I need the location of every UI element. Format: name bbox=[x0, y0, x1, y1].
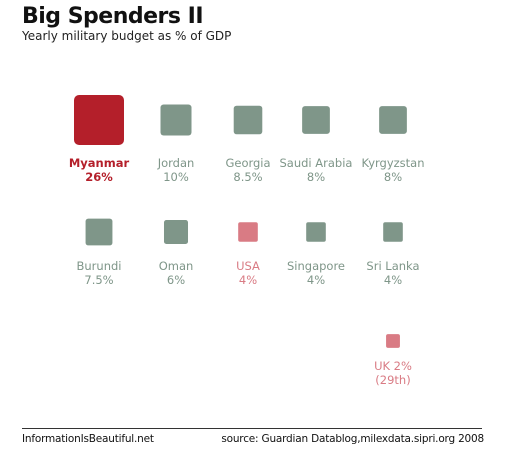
square-usa bbox=[238, 222, 258, 242]
square-singapore bbox=[306, 222, 326, 242]
chart-subtitle: Yearly military budget as % of GDP bbox=[22, 29, 232, 43]
footer-divider bbox=[22, 428, 482, 429]
label-name-saudi-arabia: Saudi Arabia bbox=[280, 156, 353, 170]
label-name-usa: USA bbox=[236, 259, 260, 273]
label-name-kyrgyzstan: Kyrgyzstan bbox=[361, 156, 424, 170]
label-value-usa: 4% bbox=[239, 273, 257, 287]
square-oman bbox=[163, 219, 189, 245]
label-name-uk-2: UK 2% bbox=[374, 359, 412, 373]
label-name-georgia: Georgia bbox=[225, 156, 270, 170]
square-sri-lanka bbox=[383, 222, 403, 242]
label-name-burundi: Burundi bbox=[77, 259, 122, 273]
label-value-georgia: 8.5% bbox=[233, 170, 262, 184]
label-value-oman: 6% bbox=[167, 273, 185, 287]
chart-title: Big Spenders II bbox=[22, 4, 204, 29]
square-saudi-arabia bbox=[302, 106, 330, 134]
label-value-myanmar: 26% bbox=[85, 170, 113, 184]
square-uk-2 bbox=[386, 334, 400, 348]
label-name-oman: Oman bbox=[159, 259, 194, 273]
label-value-singapore: 4% bbox=[307, 273, 325, 287]
label-value-saudi-arabia: 8% bbox=[307, 170, 325, 184]
footer-source: source: Guardian Datablog,milexdata.sipr… bbox=[221, 433, 484, 445]
square-myanmar bbox=[74, 95, 124, 145]
square-burundi bbox=[85, 218, 113, 246]
square-jordan bbox=[160, 104, 192, 136]
footer-brand: InformationIsBeautiful.net bbox=[22, 433, 154, 445]
label-value-burundi: 7.5% bbox=[84, 273, 113, 287]
label-name-jordan: Jordan bbox=[157, 156, 195, 170]
square-kyrgyzstan bbox=[379, 106, 407, 134]
label-value-jordan: 10% bbox=[163, 170, 189, 184]
label-value-uk-2: (29th) bbox=[375, 373, 410, 387]
label-name-singapore: Singapore bbox=[287, 259, 345, 273]
label-value-kyrgyzstan: 8% bbox=[384, 170, 402, 184]
label-name-sri-lanka: Sri Lanka bbox=[366, 259, 419, 273]
square-georgia bbox=[233, 105, 263, 135]
label-name-myanmar: Myanmar bbox=[69, 156, 130, 170]
label-value-sri-lanka: 4% bbox=[384, 273, 402, 287]
